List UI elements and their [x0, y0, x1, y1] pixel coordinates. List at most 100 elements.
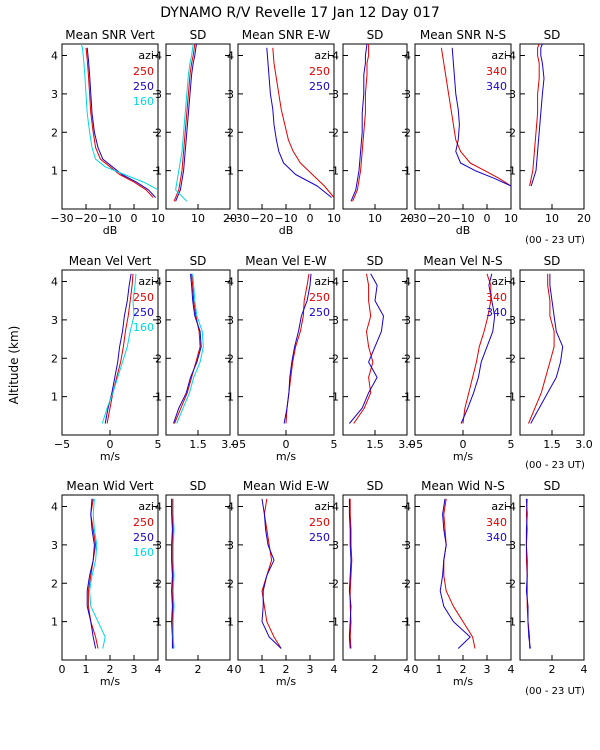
- legend-title: azi: [314, 49, 330, 62]
- x-axis-label: dB: [279, 224, 294, 237]
- x-tick-label: 0: [484, 212, 491, 225]
- legend-title: azi: [491, 49, 507, 62]
- y-tick-label: 1: [404, 165, 411, 178]
- y-tick-label: 3: [227, 539, 234, 552]
- y-tick-label: 2: [51, 577, 58, 590]
- x-tick-label: −10: [98, 212, 121, 225]
- x-tick-label: 0: [59, 663, 66, 676]
- series-line-blue: [451, 47, 512, 187]
- x-tick-label: 20: [223, 212, 237, 225]
- y-tick-label: 3: [155, 539, 162, 552]
- y-tick-label: 1: [332, 165, 339, 178]
- y-tick-label: 2: [509, 577, 516, 590]
- series-line-red: [352, 44, 370, 202]
- legend-title: azi: [138, 500, 154, 513]
- x-tick-label: 3.0: [398, 438, 416, 451]
- legend-entry: 250: [309, 291, 330, 304]
- legend-entry: 160: [133, 546, 154, 559]
- y-tick-label: 4: [404, 276, 411, 289]
- panel-title: Mean Wid N-S: [421, 479, 505, 493]
- x-tick-label: 10: [504, 212, 518, 225]
- legend-entry: 340: [486, 291, 507, 304]
- x-axis-label: m/s: [276, 450, 296, 463]
- chart-panel-18: SD 1 2 3 4 2 4: [509, 479, 588, 676]
- panel-title: SD: [544, 28, 561, 42]
- y-tick-label: 4: [227, 50, 234, 63]
- x-tick-label: 4: [404, 663, 411, 676]
- series-line-blue: [261, 498, 282, 649]
- y-tick-label: 2: [227, 577, 234, 590]
- figure-title: DYNAMO R/V Revelle 17 Jan 12 Day 017: [160, 5, 439, 21]
- x-tick-label: 3: [484, 663, 491, 676]
- altitude-axis-label: Altitude (km): [7, 326, 21, 405]
- panel-title: Mean SNR E-W: [242, 28, 331, 42]
- chart-panel-6: SD 1 2 3 4 10 20: [509, 28, 591, 225]
- x-tick-label: −20: [250, 212, 273, 225]
- y-tick-label: 1: [155, 165, 162, 178]
- x-tick-label: 3.0: [575, 438, 593, 451]
- x-tick-label: 5: [508, 438, 515, 451]
- series-line-blue: [348, 498, 352, 649]
- y-tick-label: 3: [404, 314, 411, 327]
- x-axis-label: m/s: [100, 450, 120, 463]
- series-line-red: [173, 43, 196, 202]
- legend-entry: 340: [486, 65, 507, 78]
- y-tick-label: 3: [404, 88, 411, 101]
- y-tick-label: 2: [509, 352, 516, 365]
- x-axis-label: dB: [103, 224, 118, 237]
- legend-title: azi: [138, 275, 154, 288]
- y-tick-label: 3: [332, 314, 339, 327]
- chart-panel-8: SD 1 2 3 4 1.5 3.0: [155, 254, 239, 451]
- series-line-red: [87, 498, 99, 649]
- y-tick-label: 4: [227, 501, 234, 514]
- legend-title: azi: [314, 500, 330, 513]
- y-tick-label: 1: [332, 391, 339, 404]
- y-tick-label: 4: [332, 50, 339, 63]
- x-tick-label: 5: [155, 438, 162, 451]
- y-tick-label: 1: [227, 165, 234, 178]
- plot-frame: [165, 43, 231, 210]
- series-line-red: [443, 498, 476, 649]
- y-tick-label: 3: [332, 539, 339, 552]
- legend-entry: 250: [309, 306, 330, 319]
- y-tick-label: 2: [155, 352, 162, 365]
- chart-panel-1: Mean SNR Vert 1 2 3 4 −30 −20 −10 0 10 dB azi 250 250…: [50, 28, 165, 237]
- series-line-red: [171, 498, 174, 649]
- time-range-note: (00 - 23 UT): [525, 460, 585, 471]
- series-line-blue: [171, 498, 173, 649]
- x-tick-label: 2: [107, 663, 114, 676]
- x-axis-label: m/s: [276, 675, 296, 688]
- plot-frame: [342, 43, 408, 210]
- y-tick-label: 4: [155, 276, 162, 289]
- x-tick-label: 0: [283, 438, 290, 451]
- legend-entry: 250: [133, 516, 154, 529]
- panel-title: Mean SNR Vert: [65, 28, 155, 42]
- x-tick-label: −10: [274, 212, 297, 225]
- series-line-blue: [530, 43, 545, 187]
- legend-entry: 250: [309, 516, 330, 529]
- x-tick-label: 1.5: [189, 438, 207, 451]
- panel-title: Mean Vel Vert: [69, 254, 152, 268]
- y-tick-label: 1: [51, 165, 58, 178]
- panel-title: SD: [190, 479, 207, 493]
- x-tick-label: 4: [581, 663, 588, 676]
- x-tick-label: 2: [283, 663, 290, 676]
- legend-title: azi: [138, 49, 154, 62]
- x-tick-label: 1: [436, 663, 443, 676]
- x-tick-label: 4: [508, 663, 515, 676]
- time-range-note: (00 - 23 UT): [525, 235, 585, 246]
- x-tick-label: 0: [107, 438, 114, 451]
- y-tick-label: 3: [509, 539, 516, 552]
- series-line-blue: [350, 43, 368, 202]
- x-tick-label: 0: [412, 663, 419, 676]
- series-line-blue: [530, 273, 564, 424]
- x-tick-label: −5: [54, 438, 70, 451]
- y-tick-label: 1: [51, 616, 58, 629]
- y-tick-label: 4: [155, 50, 162, 63]
- y-tick-label: 1: [155, 391, 162, 404]
- y-tick-label: 3: [155, 88, 162, 101]
- x-tick-label: 1.5: [543, 438, 561, 451]
